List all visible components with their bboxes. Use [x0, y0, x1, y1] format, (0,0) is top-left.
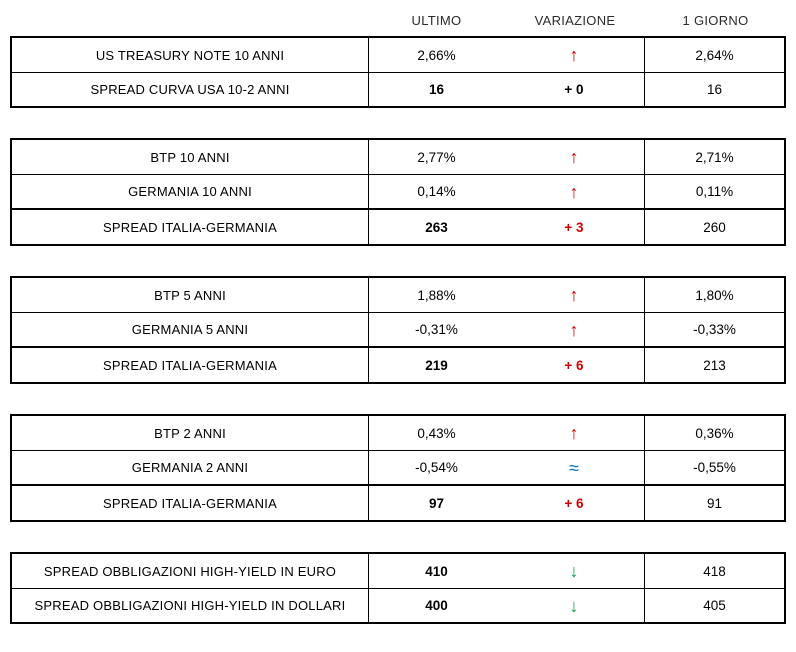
group-box: US TREASURY NOTE 10 ANNI 2,66% ↑ 2,64% S…: [10, 36, 786, 108]
column-headers: ULTIMO VARIAZIONE 1 GIORNO: [10, 8, 786, 32]
ultimo-value: 263: [368, 210, 504, 244]
table-row: SPREAD ITALIA-GERMANIA 97 + 6 91: [12, 486, 784, 520]
giorno-value: -0,33%: [644, 313, 784, 346]
row-label: BTP 10 ANNI: [150, 149, 230, 165]
table-row: BTP 5 ANNI 1,88% ↑ 1,80%: [12, 278, 784, 312]
group-box: SPREAD OBBLIGAZIONI HIGH-YIELD IN EURO 4…: [10, 552, 786, 624]
variation-up-icon: ↑: [569, 181, 579, 202]
col-header-ultimo: ULTIMO: [411, 12, 462, 28]
ultimo-value: 0,43%: [368, 416, 504, 450]
row-label: SPREAD ITALIA-GERMANIA: [103, 495, 277, 511]
spread-row-box: SPREAD ITALIA-GERMANIA 97 + 6 91: [10, 484, 786, 522]
ultimo-value: 410: [368, 554, 504, 588]
row-label: GERMANIA 2 ANNI: [131, 460, 249, 475]
table-row: BTP 2 ANNI 0,43% ↑ 0,36%: [12, 416, 784, 450]
giorno-value: 0,36%: [644, 416, 784, 450]
ultimo-value: -0,54%: [368, 451, 504, 484]
table-row: SPREAD ITALIA-GERMANIA 263 + 3 260: [12, 210, 784, 244]
table-row: SPREAD CURVA USA 10-2 ANNI 16 + 0 16: [12, 72, 784, 106]
row-label: SPREAD OBBLIGAZIONI HIGH-YIELD IN EURO: [43, 563, 337, 579]
group-2-anni: BTP 2 ANNI 0,43% ↑ 0,36% GERMANIA 2 ANNI…: [10, 414, 786, 522]
row-label: BTP 2 ANNI: [154, 425, 226, 441]
variation-down-icon: ↓: [569, 595, 579, 616]
col-header-giorno: 1 GIORNO: [682, 12, 749, 28]
table-row: SPREAD OBBLIGAZIONI HIGH-YIELD IN EURO 4…: [12, 554, 784, 588]
giorno-value: 16: [644, 73, 784, 106]
giorno-value: 260: [644, 210, 784, 244]
group-5-anni: BTP 5 ANNI 1,88% ↑ 1,80% GERMANIA 5 ANNI…: [10, 276, 786, 384]
ultimo-value: 2,77%: [368, 140, 504, 174]
row-label: BTP 5 ANNI: [154, 287, 226, 303]
ultimo-value: 2,66%: [368, 38, 504, 72]
group-10-anni: BTP 10 ANNI 2,77% ↑ 2,71% GERMANIA 10 AN…: [10, 138, 786, 246]
row-label: SPREAD ITALIA-GERMANIA: [103, 219, 277, 235]
row-label: SPREAD CURVA USA 10-2 ANNI: [90, 82, 290, 97]
giorno-value: 418: [644, 554, 784, 588]
variation-up-icon: ↑: [569, 45, 579, 65]
table-row: US TREASURY NOTE 10 ANNI 2,66% ↑ 2,64%: [12, 38, 784, 72]
group-box: BTP 10 ANNI 2,77% ↑ 2,71% GERMANIA 10 AN…: [10, 138, 786, 210]
group-high-yield: SPREAD OBBLIGAZIONI HIGH-YIELD IN EURO 4…: [10, 552, 786, 624]
variation-up-icon: ↑: [569, 319, 579, 340]
row-label: SPREAD OBBLIGAZIONI HIGH-YIELD IN DOLLAR…: [34, 598, 346, 613]
variation-down-icon: ↓: [569, 561, 579, 581]
row-label: US TREASURY NOTE 10 ANNI: [95, 47, 285, 63]
giorno-value: 405: [644, 589, 784, 622]
ultimo-value: 16: [368, 73, 504, 106]
table-row: GERMANIA 2 ANNI -0,54% ≈ -0,55%: [12, 450, 784, 484]
giorno-value: 91: [644, 486, 784, 520]
table-row: SPREAD OBBLIGAZIONI HIGH-YIELD IN DOLLAR…: [12, 588, 784, 622]
group-us-treasury: US TREASURY NOTE 10 ANNI 2,66% ↑ 2,64% S…: [10, 36, 786, 108]
table-row: GERMANIA 10 ANNI 0,14% ↑ 0,11%: [12, 174, 784, 208]
group-box: BTP 2 ANNI 0,43% ↑ 0,36% GERMANIA 2 ANNI…: [10, 414, 786, 486]
spread-row-box: SPREAD ITALIA-GERMANIA 263 + 3 260: [10, 208, 786, 246]
giorno-value: 213: [644, 348, 784, 382]
variation-value: + 6: [564, 495, 584, 511]
ultimo-value: 0,14%: [368, 175, 504, 208]
giorno-value: 0,11%: [644, 175, 784, 208]
giorno-value: 2,64%: [644, 38, 784, 72]
ultimo-value: 219: [368, 348, 504, 382]
variation-value: + 0: [564, 82, 584, 97]
table-row: BTP 10 ANNI 2,77% ↑ 2,71%: [12, 140, 784, 174]
ultimo-value: -0,31%: [368, 313, 504, 346]
variation-value: + 3: [564, 219, 584, 235]
variation-up-icon: ↑: [569, 147, 579, 167]
variation-value: + 6: [564, 357, 584, 373]
giorno-value: 1,80%: [644, 278, 784, 312]
row-label: GERMANIA 5 ANNI: [131, 322, 249, 337]
giorno-value: 2,71%: [644, 140, 784, 174]
variation-up-icon: ↑: [569, 285, 579, 305]
ultimo-value: 400: [368, 589, 504, 622]
ultimo-value: 97: [368, 486, 504, 520]
variation-up-icon: ↑: [569, 423, 579, 443]
spread-row-box: SPREAD ITALIA-GERMANIA 219 + 6 213: [10, 346, 786, 384]
variation-flat-icon: ≈: [569, 457, 579, 478]
giorno-value: -0,55%: [644, 451, 784, 484]
row-label: SPREAD ITALIA-GERMANIA: [103, 357, 277, 373]
col-header-variazione: VARIAZIONE: [534, 12, 616, 28]
group-box: BTP 5 ANNI 1,88% ↑ 1,80% GERMANIA 5 ANNI…: [10, 276, 786, 348]
header-spacer: [10, 8, 368, 32]
row-label: GERMANIA 10 ANNI: [128, 184, 252, 199]
table-row: GERMANIA 5 ANNI -0,31% ↑ -0,33%: [12, 312, 784, 346]
table-row: SPREAD ITALIA-GERMANIA 219 + 6 213: [12, 348, 784, 382]
ultimo-value: 1,88%: [368, 278, 504, 312]
